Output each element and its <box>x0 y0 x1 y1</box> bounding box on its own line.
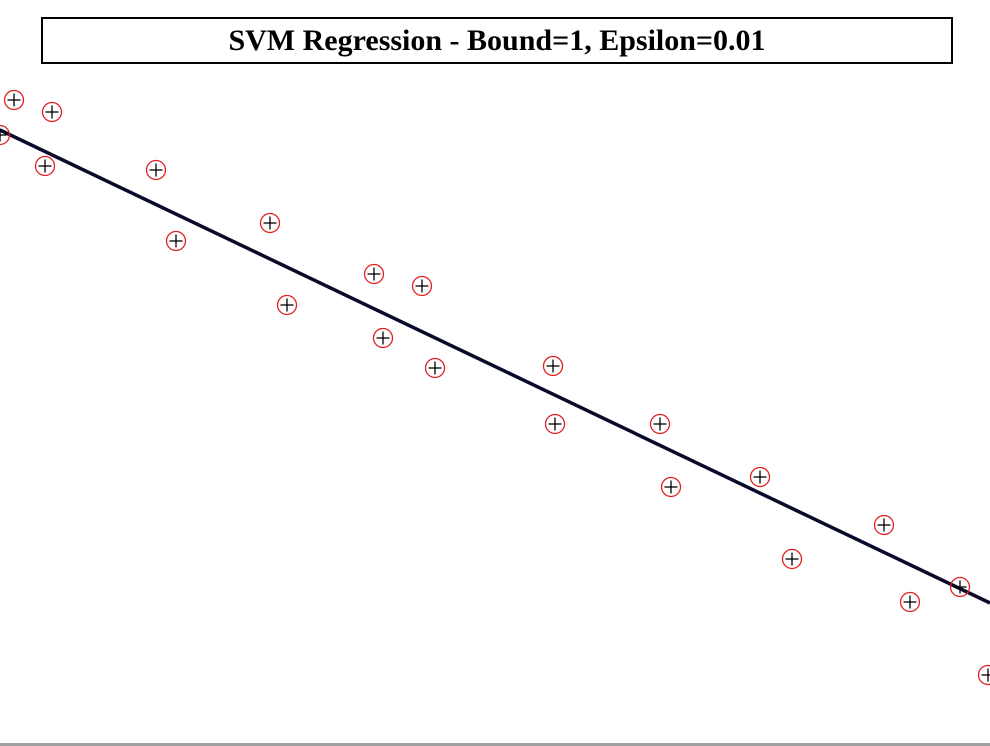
data-point <box>660 476 682 498</box>
data-point <box>873 514 895 536</box>
data-point-ring <box>749 466 771 488</box>
data-point-ring <box>873 514 895 536</box>
data-point-ring <box>781 548 803 570</box>
data-point-ring <box>0 124 11 146</box>
data-point <box>899 591 921 613</box>
data-point <box>977 664 990 686</box>
data-point-ring <box>259 212 281 234</box>
chart-title-box: SVM Regression - Bound=1, Epsilon=0.01 <box>41 17 953 64</box>
data-point-ring <box>977 664 990 686</box>
data-point <box>544 413 566 435</box>
data-point <box>363 263 385 285</box>
data-point-ring <box>145 159 167 181</box>
regression-line <box>0 128 990 605</box>
data-point <box>0 124 11 146</box>
data-point <box>411 275 433 297</box>
data-point <box>949 576 971 598</box>
data-point <box>145 159 167 181</box>
data-point-ring <box>372 327 394 349</box>
data-point-ring <box>949 576 971 598</box>
data-point <box>749 466 771 488</box>
data-point-ring <box>34 155 56 177</box>
data-point-ring <box>3 89 25 111</box>
data-point <box>781 548 803 570</box>
data-point <box>372 327 394 349</box>
data-point <box>542 355 564 377</box>
data-point <box>649 413 671 435</box>
chart-title: SVM Regression - Bound=1, Epsilon=0.01 <box>228 23 766 57</box>
data-point-ring <box>542 355 564 377</box>
data-point <box>41 101 63 123</box>
data-point <box>34 155 56 177</box>
data-point-ring <box>276 294 298 316</box>
data-point-ring <box>41 101 63 123</box>
data-point <box>259 212 281 234</box>
data-point-ring <box>165 230 187 252</box>
data-point-ring <box>411 275 433 297</box>
data-point-ring <box>899 591 921 613</box>
data-point-ring <box>424 357 446 379</box>
data-point-ring <box>660 476 682 498</box>
data-point <box>276 294 298 316</box>
data-point <box>424 357 446 379</box>
data-point <box>165 230 187 252</box>
data-point-ring <box>649 413 671 435</box>
data-point-ring <box>544 413 566 435</box>
data-point <box>3 89 25 111</box>
data-point-ring <box>363 263 385 285</box>
